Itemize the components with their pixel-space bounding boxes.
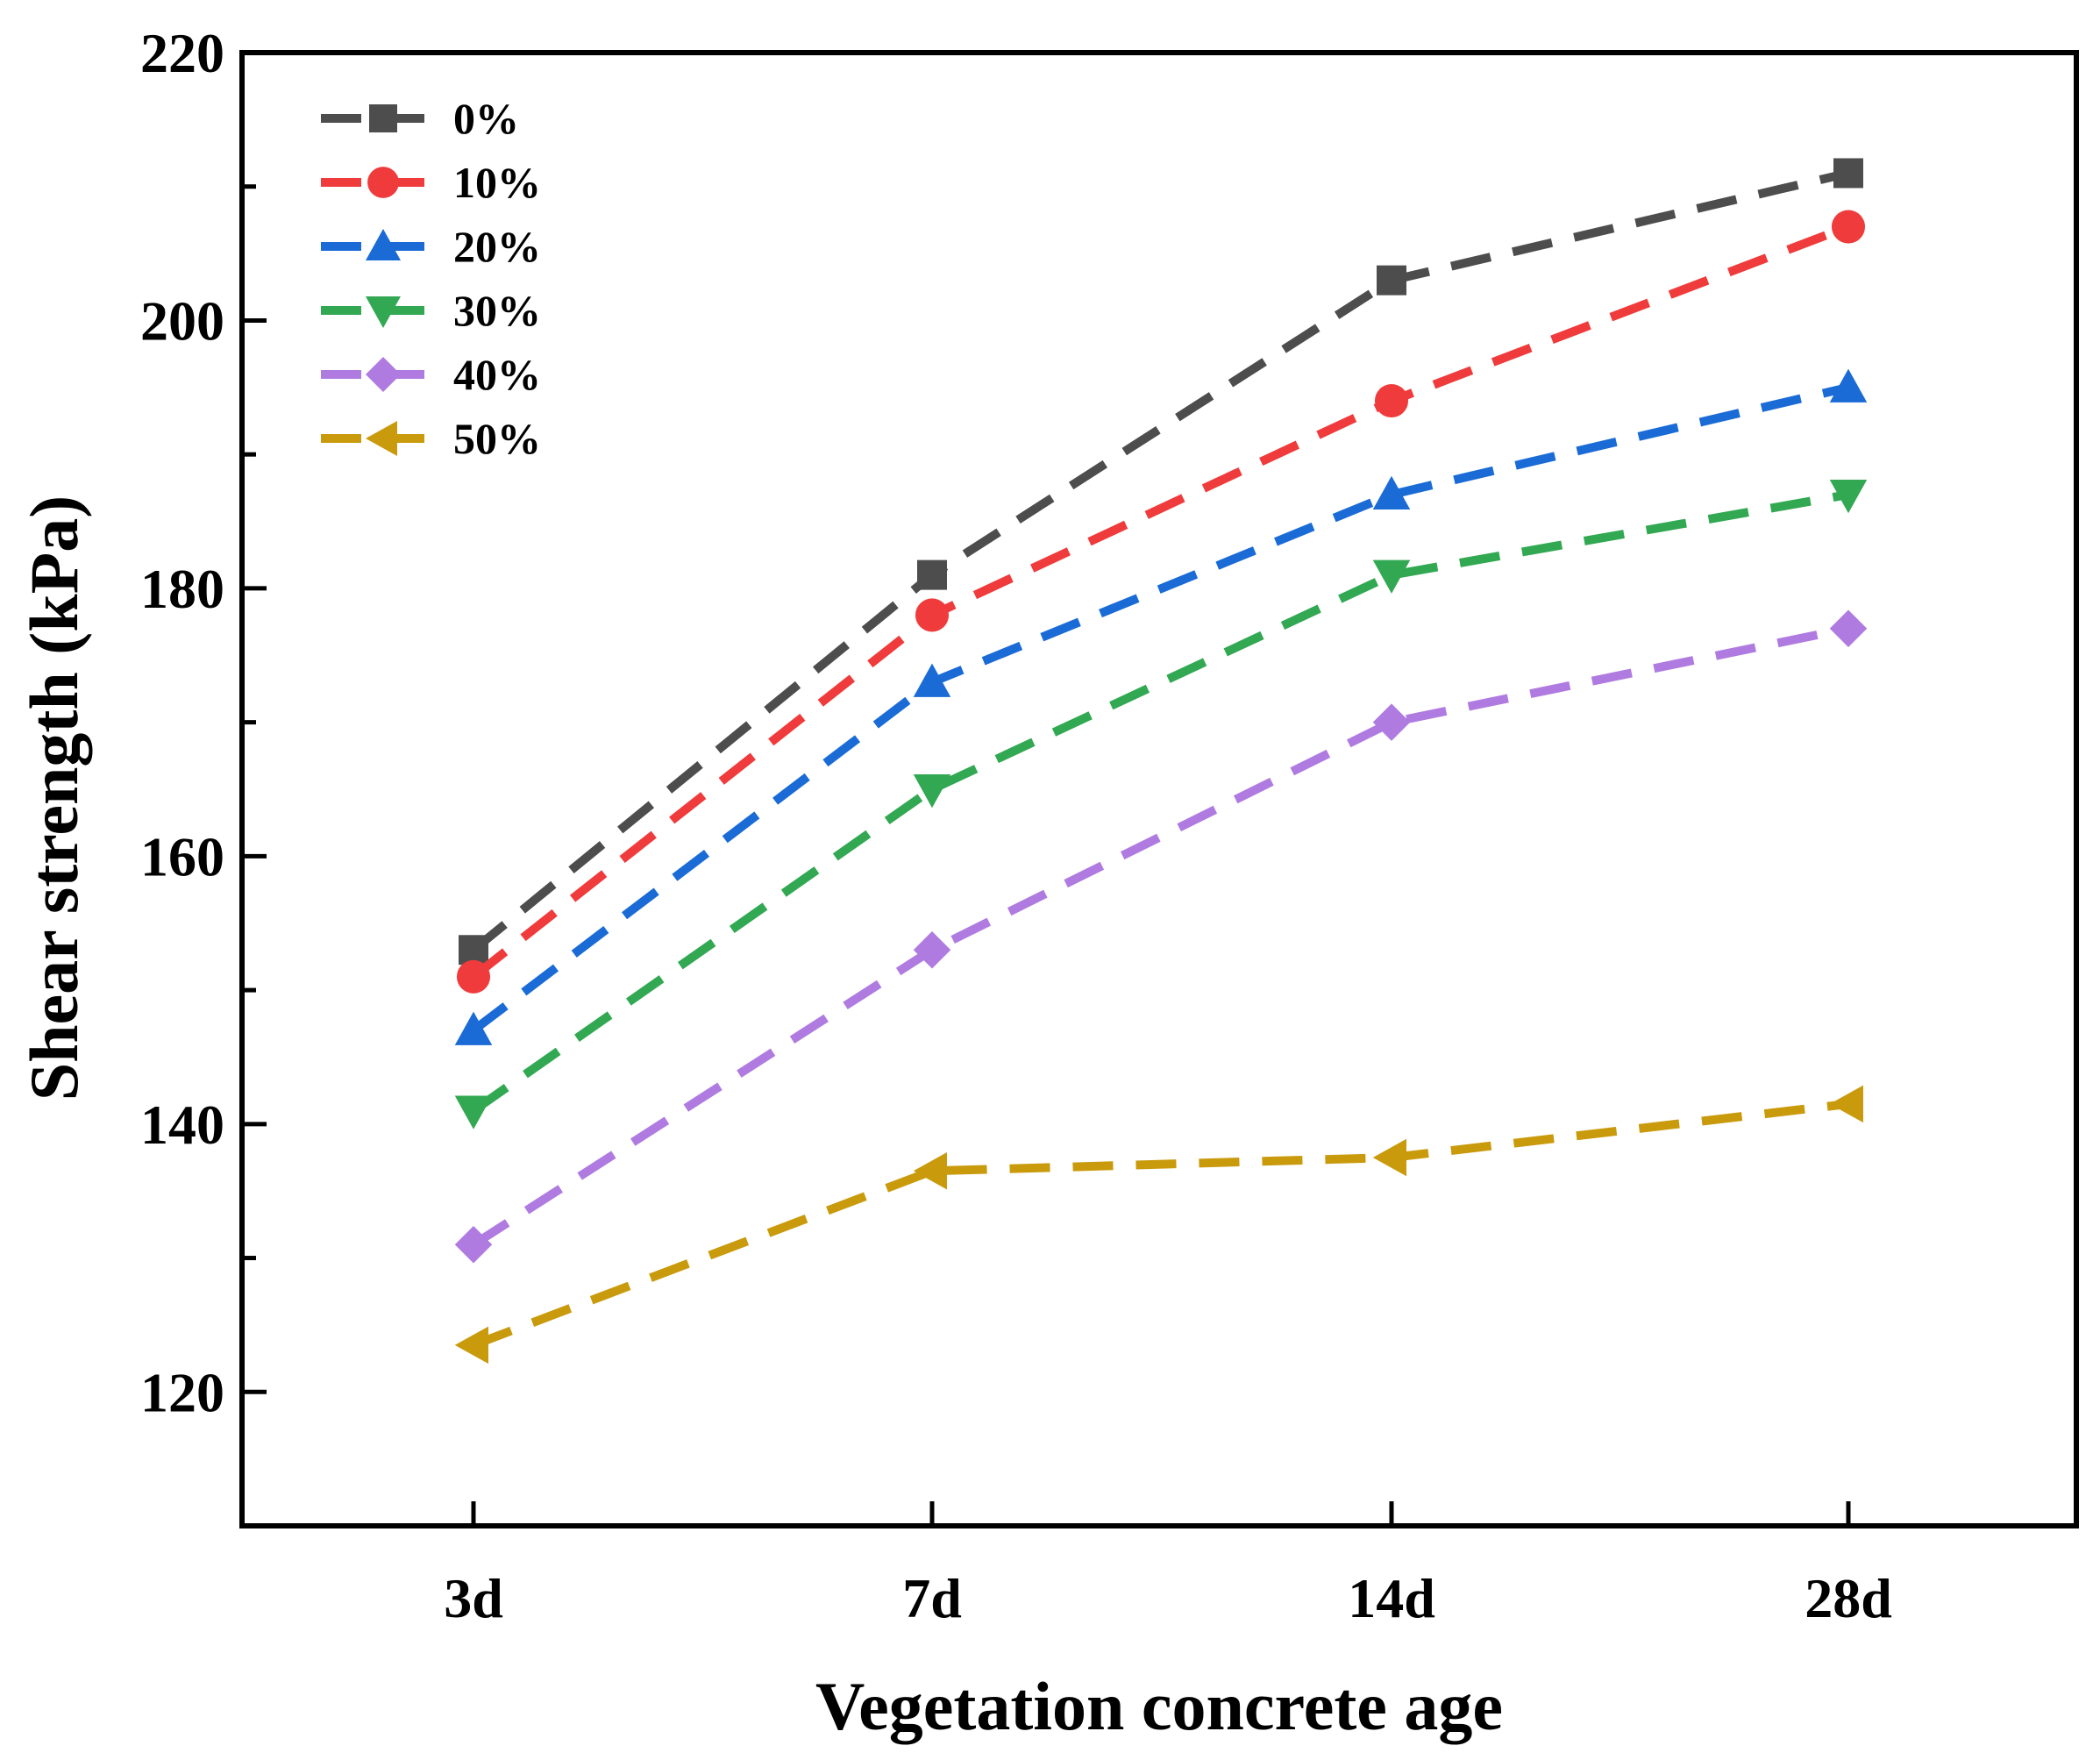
legend-label: 40%	[453, 350, 541, 399]
data-point	[454, 1011, 493, 1045]
legend-entry: 20%	[321, 222, 541, 271]
series-layer	[454, 158, 1868, 1365]
y-tick-label: 120	[140, 1361, 224, 1423]
legend-entry: 30%	[321, 286, 541, 335]
series-line	[470, 382, 1850, 1034]
legend-label: 20%	[453, 222, 541, 271]
data-point	[1829, 480, 1868, 514]
x-tick-label: 7d	[902, 1567, 962, 1629]
y-tick-label: 140	[140, 1094, 224, 1156]
data-point	[454, 1226, 493, 1264]
y-tick-label: 220	[140, 22, 224, 84]
legend-label: 50%	[453, 414, 541, 463]
data-point	[1833, 158, 1863, 189]
series-40pct	[454, 609, 1868, 1264]
legend-entry: 0%	[321, 94, 519, 143]
series-50pct	[454, 1085, 1863, 1365]
legend-entry: 40%	[321, 350, 541, 399]
x-tick-label: 14d	[1348, 1567, 1435, 1629]
x-tick-label: 3d	[444, 1567, 503, 1629]
data-point	[459, 935, 488, 966]
data-point	[913, 931, 951, 969]
legend-marker	[366, 357, 401, 392]
series-0pct	[459, 158, 1863, 966]
series-10pct	[456, 210, 1866, 994]
legend-marker	[369, 104, 397, 132]
y-tick-label: 200	[140, 289, 224, 352]
data-point	[1829, 368, 1868, 403]
legend-marker	[366, 421, 397, 456]
data-point	[915, 598, 950, 632]
series-line	[471, 623, 1850, 1249]
data-point	[1372, 475, 1411, 509]
data-point	[1374, 384, 1409, 418]
data-point	[913, 1152, 947, 1190]
data-point	[1372, 703, 1411, 741]
legend-entry: 50%	[321, 414, 541, 463]
data-point	[1829, 609, 1868, 647]
legend-marker	[367, 167, 399, 198]
data-point	[1372, 559, 1411, 594]
y-tick-label: 180	[140, 558, 224, 620]
data-point	[1377, 265, 1406, 296]
legend-marker	[366, 296, 401, 328]
x-tick-label: 28d	[1805, 1567, 1892, 1629]
legend-label: 0%	[453, 94, 519, 143]
data-point	[1829, 1085, 1863, 1123]
legend-label: 30%	[453, 286, 541, 335]
data-point	[917, 559, 947, 590]
series-line	[471, 490, 1849, 1115]
data-point	[454, 1095, 493, 1129]
data-point	[1831, 210, 1866, 244]
legend-entry: 10%	[321, 158, 541, 207]
series-30pct	[454, 480, 1868, 1129]
y-tick-label: 160	[140, 825, 224, 887]
legend-label: 10%	[453, 158, 541, 207]
data-point	[456, 959, 491, 994]
data-point	[913, 663, 951, 697]
legend-marker	[366, 229, 401, 260]
data-point	[454, 1326, 488, 1365]
legend: 0% 10% 20% 30% 40% 50%	[321, 94, 541, 463]
plot-frame	[239, 50, 2079, 1528]
series-20pct	[454, 368, 1868, 1045]
axes: 120 140 160 180 200 220 3d 7d 14d 28d	[140, 22, 1892, 1629]
y-axis-title: Shear strength (kPa)	[16, 495, 92, 1101]
x-axis-title: Vegetation concrete age	[815, 1668, 1503, 1744]
data-point	[1372, 1138, 1406, 1177]
series-line	[470, 222, 1850, 980]
series-line	[472, 1099, 1849, 1350]
data-point	[913, 774, 951, 809]
